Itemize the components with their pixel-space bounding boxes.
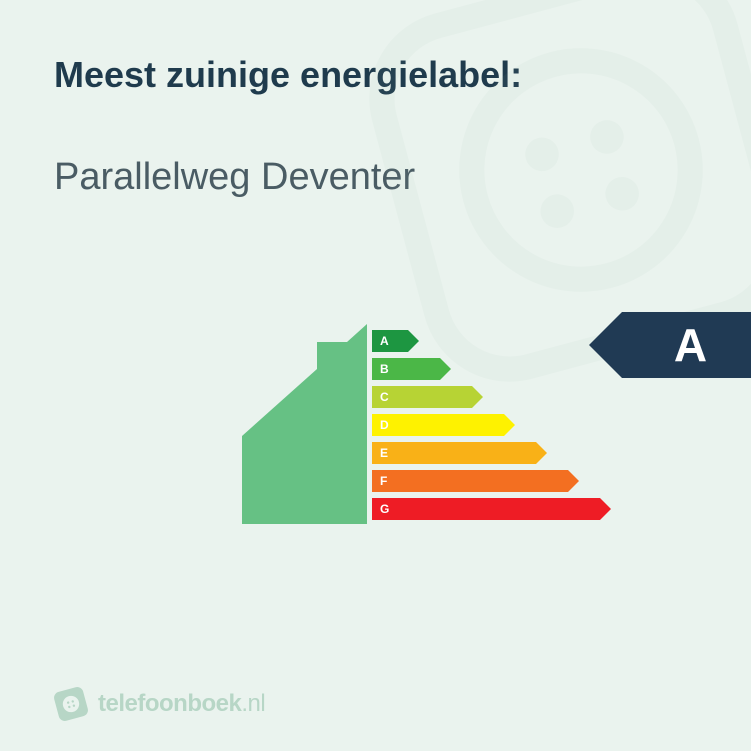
chart-area: ABCDEFG A xyxy=(54,239,697,687)
energy-bar: A xyxy=(372,330,419,352)
energy-bar-arrow xyxy=(536,442,547,464)
footer-brand-bold: telefoonboek xyxy=(98,690,241,717)
footer-brand: telefoonboek.nl xyxy=(98,690,265,718)
energy-bar-label: B xyxy=(372,358,440,380)
result-arrow xyxy=(589,312,622,378)
energy-bar: D xyxy=(372,414,515,436)
energy-bar: B xyxy=(372,358,451,380)
energy-bar-row: G xyxy=(372,495,611,523)
result-badge: A xyxy=(589,312,751,378)
energy-bar-row: D xyxy=(372,411,611,439)
energy-bar-arrow xyxy=(472,386,483,408)
energy-bars: ABCDEFG xyxy=(372,327,611,523)
energy-bar: G xyxy=(372,498,611,520)
energy-bar-label: C xyxy=(372,386,472,408)
energy-bar-row: C xyxy=(372,383,611,411)
energy-bar-arrow xyxy=(440,358,451,380)
energy-bar: C xyxy=(372,386,483,408)
energy-bar-label: F xyxy=(372,470,568,492)
energy-bar-arrow xyxy=(504,414,515,436)
footer: telefoonboek.nl xyxy=(54,687,697,721)
energy-bar-row: F xyxy=(372,467,611,495)
energy-bar: F xyxy=(372,470,579,492)
result-label: A xyxy=(622,312,751,378)
energy-bar-row: B xyxy=(372,355,611,383)
footer-brand-light: .nl xyxy=(241,690,265,717)
energy-bar-label: A xyxy=(372,330,408,352)
energy-bar-row: E xyxy=(372,439,611,467)
energy-bar-arrow xyxy=(600,498,611,520)
footer-logo-icon xyxy=(50,683,92,725)
energy-bar-arrow xyxy=(568,470,579,492)
energy-bar: E xyxy=(372,442,547,464)
energy-bar-label: E xyxy=(372,442,536,464)
energy-bar-arrow xyxy=(408,330,419,352)
card: Meest zuinige energielabel: Parallelweg … xyxy=(0,0,751,751)
house-icon xyxy=(217,324,367,524)
energy-bar-row: A xyxy=(372,327,611,355)
energy-bar-label: G xyxy=(372,498,600,520)
energy-bar-label: D xyxy=(372,414,504,436)
